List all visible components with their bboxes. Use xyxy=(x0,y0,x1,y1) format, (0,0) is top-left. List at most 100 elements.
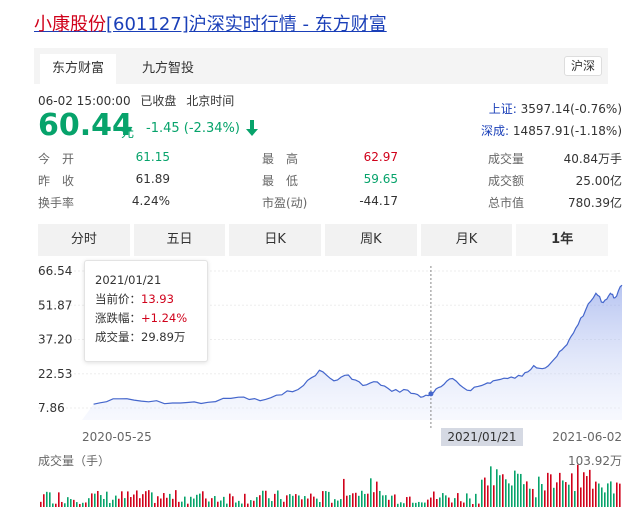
x-label-end: 2021-06-02 xyxy=(552,430,622,444)
volume-bar xyxy=(76,502,78,507)
volume-bar xyxy=(466,493,468,507)
volume-bar xyxy=(616,482,618,507)
volume-bar xyxy=(595,481,597,507)
volume-bar xyxy=(100,495,102,507)
volume-bar xyxy=(619,483,621,507)
volume-bar xyxy=(97,490,99,507)
volume-bar xyxy=(229,493,231,507)
volume-bar xyxy=(82,502,84,507)
tab-five-day[interactable]: 五日 xyxy=(133,224,226,256)
volume-bar xyxy=(424,502,426,507)
volume-bar xyxy=(157,496,159,507)
y-tick-label: 66.54 xyxy=(38,264,72,278)
volume-bar xyxy=(325,491,327,507)
volume-bar xyxy=(127,491,129,507)
volume-bar xyxy=(535,497,537,507)
market-button[interactable]: 沪深 xyxy=(563,56,602,76)
volume-bar xyxy=(202,491,204,507)
volume-bar xyxy=(400,502,402,507)
volume-label: 成交量 xyxy=(488,152,525,166)
low-value: 59.65 xyxy=(363,172,398,186)
index-shenzhen[interactable]: 深成: 14857.91(-1.18%) xyxy=(481,122,622,139)
volume-bar xyxy=(448,497,450,507)
price-area xyxy=(82,285,622,420)
volume-bar xyxy=(214,496,216,507)
x-label-start: 2020-05-25 xyxy=(82,430,152,444)
tooltip-change-label: 涨跌幅： xyxy=(95,311,141,325)
volume-bar xyxy=(133,494,135,507)
volume-bar xyxy=(136,490,138,507)
volume-bar xyxy=(139,498,141,507)
volume-bar xyxy=(355,492,357,507)
turnover-label: 换手率 xyxy=(38,196,75,210)
volume-bar xyxy=(421,502,423,507)
volume-bar xyxy=(280,499,282,507)
volume-bar xyxy=(268,498,270,507)
tab-eastmoney[interactable]: 东方财富 xyxy=(40,54,117,84)
volume-bar xyxy=(439,497,441,507)
volume-bar xyxy=(505,479,507,507)
volume-bar xyxy=(184,496,186,507)
volume-bar xyxy=(175,490,177,507)
volume-bar xyxy=(364,493,366,507)
page-title-rest[interactable]: [601127]沪深实时行情 - 东方财富 xyxy=(106,14,387,35)
volume-bar xyxy=(40,501,42,507)
open-value: 61.15 xyxy=(135,150,170,164)
volume-bar xyxy=(547,472,549,507)
volume-bar xyxy=(526,481,528,507)
tab-one-year[interactable]: 1年 xyxy=(516,224,609,256)
volume-bar xyxy=(142,494,144,507)
tab-daily-k[interactable]: 日K xyxy=(229,224,322,256)
x-label-current: 2021/01/21 xyxy=(447,430,516,444)
tooltip-price-row: 当前价：13.93 xyxy=(95,290,197,309)
tab-jiufang[interactable]: 九方智投 xyxy=(142,61,195,76)
volume-bar xyxy=(208,501,210,507)
page-title[interactable]: 小康股份[601127]沪深实时行情 - 东方财富 xyxy=(34,10,387,36)
volume-bar xyxy=(415,502,417,507)
current-price: 60.44 xyxy=(38,108,133,143)
volume-bar xyxy=(64,503,66,507)
volume-bar xyxy=(433,491,435,507)
volume-bar xyxy=(520,473,522,507)
y-tick-label: 37.20 xyxy=(38,333,72,347)
price-chart[interactable]: 66.54 51.87 37.20 22.53 7.86 2020-05-25 2021… xyxy=(0,258,640,507)
volume-bar xyxy=(277,490,279,507)
volume-bar xyxy=(562,480,564,507)
volume-bar xyxy=(190,496,192,507)
stock-name[interactable]: 小康股份 xyxy=(34,14,106,35)
volume-bar xyxy=(73,499,75,507)
volume-bar xyxy=(598,483,600,507)
volume-bar xyxy=(106,491,108,507)
volume-bar xyxy=(310,493,312,507)
volume-bar xyxy=(610,481,612,507)
tab-intraday[interactable]: 分时 xyxy=(38,224,130,256)
index-shanghai[interactable]: 上证: 3597.14(-0.76%) xyxy=(489,100,622,117)
price-change: -1.45 (-2.34%) xyxy=(146,121,240,136)
volume-bar xyxy=(199,493,201,507)
volume-bar xyxy=(169,493,171,507)
volume-bar xyxy=(346,495,348,507)
volume-bar xyxy=(571,473,573,507)
volume-bar xyxy=(397,503,399,507)
index-shenzhen-name[interactable]: 深成: xyxy=(481,124,510,138)
index-shanghai-name[interactable]: 上证: xyxy=(488,102,517,116)
volume-bar xyxy=(430,497,432,507)
volume-bar xyxy=(514,470,516,507)
market-status: 已收盘 xyxy=(140,94,177,108)
volume-bar xyxy=(151,492,153,507)
volume-bar xyxy=(583,472,585,507)
change-percent: (-2.34%) xyxy=(183,121,240,136)
volume-bar xyxy=(313,496,315,507)
volume-bar xyxy=(496,469,498,507)
volume-bar xyxy=(286,495,288,507)
volume-bar xyxy=(544,490,546,507)
prev-close-label: 昨 收 xyxy=(38,174,75,188)
tab-monthly-k[interactable]: 月K xyxy=(420,224,513,256)
price-unit: 元 xyxy=(121,126,135,141)
tab-weekly-k[interactable]: 周K xyxy=(325,224,417,256)
price-line xyxy=(93,284,623,405)
volume-bar xyxy=(112,499,114,507)
volume-bar xyxy=(469,498,471,507)
y-tick-label: 22.53 xyxy=(38,367,72,381)
volume-bar xyxy=(160,498,162,507)
